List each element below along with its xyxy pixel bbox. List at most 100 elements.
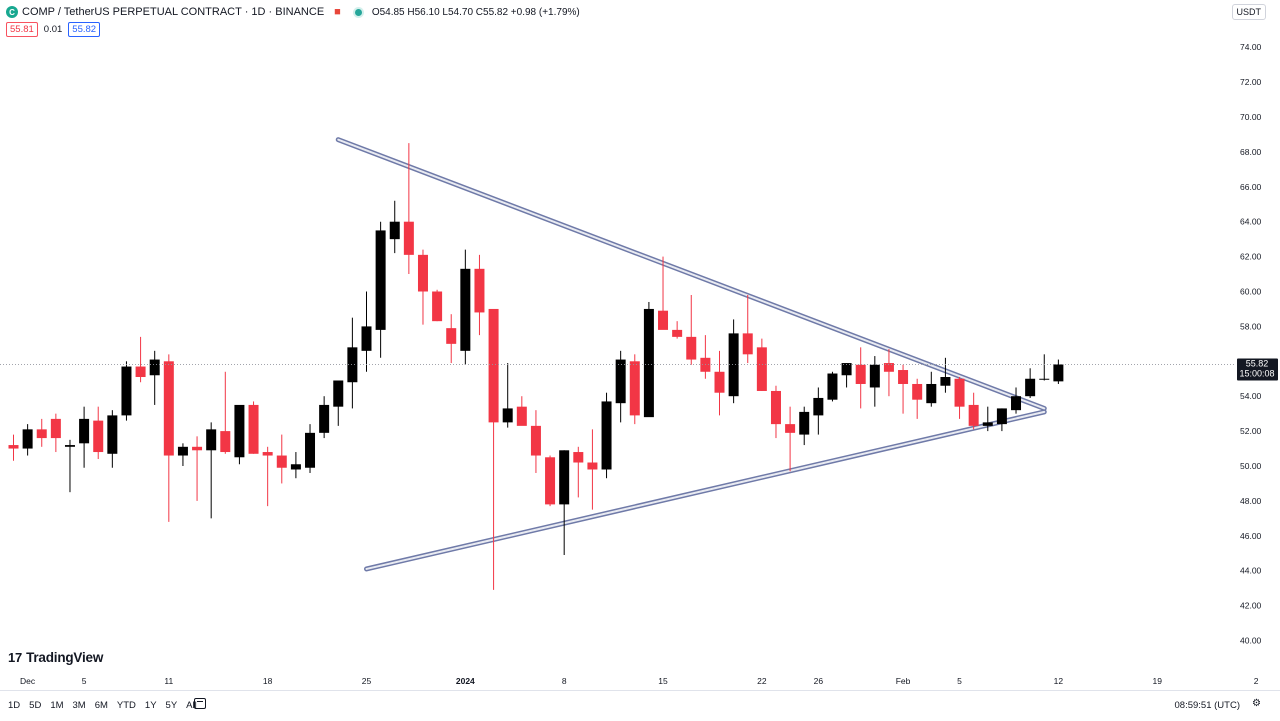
range-5d[interactable]: 5D [29,700,42,711]
range-3m[interactable]: 3M [72,700,86,711]
candle-body [460,268,471,351]
time-tick-label: 5 [957,676,962,686]
candle-down [672,321,683,339]
candle-body [601,401,612,470]
candle-body [192,446,203,451]
candle-body [50,418,61,439]
calendar-icon[interactable] [194,698,206,709]
price-tick-label: 50.00 [1240,461,1262,471]
candle-body [827,373,838,400]
candle-body [333,380,344,407]
candle-body [954,378,965,407]
candle-body [559,450,570,505]
candle-up [177,443,188,466]
price-tick-label: 48.00 [1240,496,1262,506]
candle-body [869,364,880,388]
candle-body [389,221,400,240]
candle-down [93,406,104,460]
candle-down [954,377,965,419]
price-chart[interactable]: 40.00 42.00 44.00 46.00 48.00 50.00 52.00 54.00… [0,0,1280,690]
candle-body [149,359,160,376]
candle-up [347,317,358,409]
bid-price[interactable]: 55.81 [6,22,38,37]
tradingview-logo[interactable]: 17 TradingView [8,650,103,665]
candle-down [785,406,796,472]
time-tick-label: 11 [164,676,173,686]
candle-body [672,329,683,337]
bottom-toolbar: 1D 5D 1M 3M 6M YTD 1Y 5Y All 08:59:51 (U… [0,690,1280,721]
candle-body [488,308,499,423]
time-tick-label: 26 [814,676,824,686]
chart-header: C COMP / TetherUS PERPETUAL CONTRACT · 1… [6,4,580,20]
price-tick-label: 66.00 [1240,182,1262,192]
bid-ask-row: 55.81 0.01 55.82 [6,22,101,37]
candle-down [545,455,556,507]
symbol-title[interactable]: COMP / TetherUS PERPETUAL CONTRACT · 1D … [22,6,325,18]
candle-body [516,406,527,426]
close-icon[interactable]: ■ [334,6,341,18]
candle-down [629,354,640,425]
candle-up [121,361,132,421]
candle-body [502,408,513,423]
price-tick-label: 54.00 [1240,391,1262,401]
candle-body [1039,378,1050,380]
time-tick-label: 12 [1054,676,1064,686]
candle-body [135,366,146,378]
price-tick-label: 60.00 [1240,287,1262,297]
candle-body [996,408,1007,425]
candle-down [474,254,485,336]
candle-body [615,359,626,404]
range-1y[interactable]: 1Y [144,700,157,711]
price-tick-label: 70.00 [1240,112,1262,122]
price-tick-label: 46.00 [1240,531,1262,541]
range-6m[interactable]: 6M [94,700,108,711]
range-selector: 1D 5D 1M 3M 6M YTD 1Y 5Y All [8,700,206,711]
candle-body [22,429,33,449]
candle-up [643,301,654,418]
candle-body [926,383,937,404]
candle-up [502,363,513,428]
candle-body [770,390,781,425]
price-tick-label: 52.00 [1240,426,1262,436]
candle-down [573,446,584,498]
utc-clock[interactable]: 08:59:51 (UTC) [1174,700,1240,711]
candle-up [869,356,880,407]
candle-down [403,143,414,275]
time-tick-label: 19 [1152,676,1162,686]
candle-down [883,349,894,397]
candle-up [1053,359,1064,384]
last-price-value: 55.82 [1246,358,1269,368]
candle-up [149,350,160,405]
candle-body [855,364,866,384]
candle-up [728,319,739,404]
candle-body [64,445,75,447]
candle-body [1011,396,1022,411]
ask-price[interactable]: 55.82 [68,22,101,37]
candle-down [700,335,711,379]
range-1m[interactable]: 1M [50,700,64,711]
candle-body [728,333,739,397]
range-5y[interactable]: 5Y [165,700,178,711]
candle-body [163,361,174,456]
candle-body [446,328,457,344]
candle-body [36,429,47,439]
candle-body [276,455,287,468]
candle-down [276,434,287,484]
candle-up [926,371,937,407]
candle-body [290,464,301,470]
market-status-icon[interactable] [354,8,362,16]
candle-body [206,429,217,451]
gear-icon[interactable]: ⚙ [1252,698,1261,709]
currency-selector[interactable]: USDT [1231,4,1266,20]
candle-down [192,436,203,501]
candle-body [841,363,852,376]
range-1d[interactable]: 1D [8,700,21,711]
range-ytd[interactable]: YTD [116,700,136,711]
candle-body [686,336,697,360]
spread-value: 0.01 [43,24,63,35]
candle-down [432,289,443,322]
price-tick-label: 72.00 [1240,77,1262,87]
range-all[interactable]: All [186,700,197,711]
candle-body [220,431,231,453]
candle-down [488,308,499,590]
